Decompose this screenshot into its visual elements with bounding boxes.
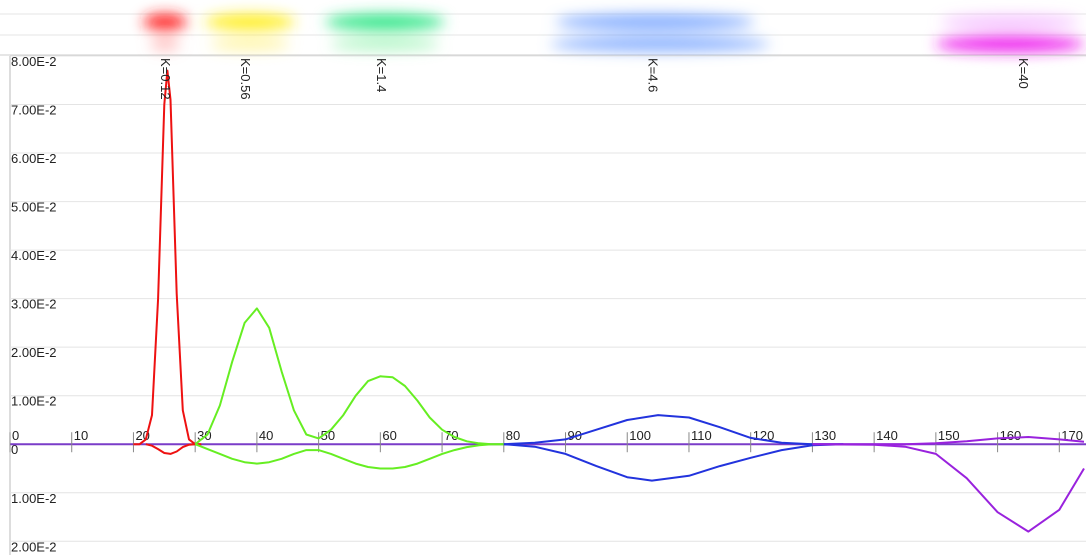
chart: 8.00E-2 7.00E-2 6.00E-2 5.00E-2 4.00E-2 3.00E… [0,0,1086,555]
y-tick-label: 2.00E-2 [11,539,57,554]
x-tick-label: 100 [629,428,651,443]
series-line [195,308,504,444]
x-tick-label: 40 [259,428,273,443]
series-line [195,444,504,468]
x-tick-label: 110 [691,428,712,443]
x-tick-label: 140 [876,428,898,443]
series-line [146,444,195,454]
y-tick-label: 2.00E-2 [11,345,57,360]
series-line [504,444,844,480]
y-tick-label: 1.00E-2 [11,394,57,409]
annotation: K=0.56 [238,58,253,100]
annotation: K=0.12 [158,58,173,100]
y-tick-label: 4.00E-2 [11,248,57,263]
y-tick-label: 6.00E-2 [11,151,57,166]
x-tick-label: 130 [814,428,836,443]
annotation: K=4.6 [645,58,660,92]
x-tick-label: 10 [74,428,88,443]
x-tick-label: 160 [1000,428,1022,443]
y-tick-label: 8.00E-2 [11,54,57,69]
y-tick-label: 7.00E-2 [11,103,57,118]
annotation: K=40 [1016,58,1031,89]
annotation: K=1.4 [374,58,389,92]
series-line [812,444,1084,531]
x-tick-label: 80 [506,428,520,443]
series-line [133,71,201,445]
color-strip [0,14,1086,55]
series-line [504,415,844,444]
y-tick-label: 3.00E-2 [11,297,57,312]
y-tick-label: 5.00E-2 [11,200,57,215]
x-tick-label: 60 [382,428,396,443]
y-tick-label: 1.00E-2 [11,491,57,506]
x-tick-label: 0 [12,428,19,443]
